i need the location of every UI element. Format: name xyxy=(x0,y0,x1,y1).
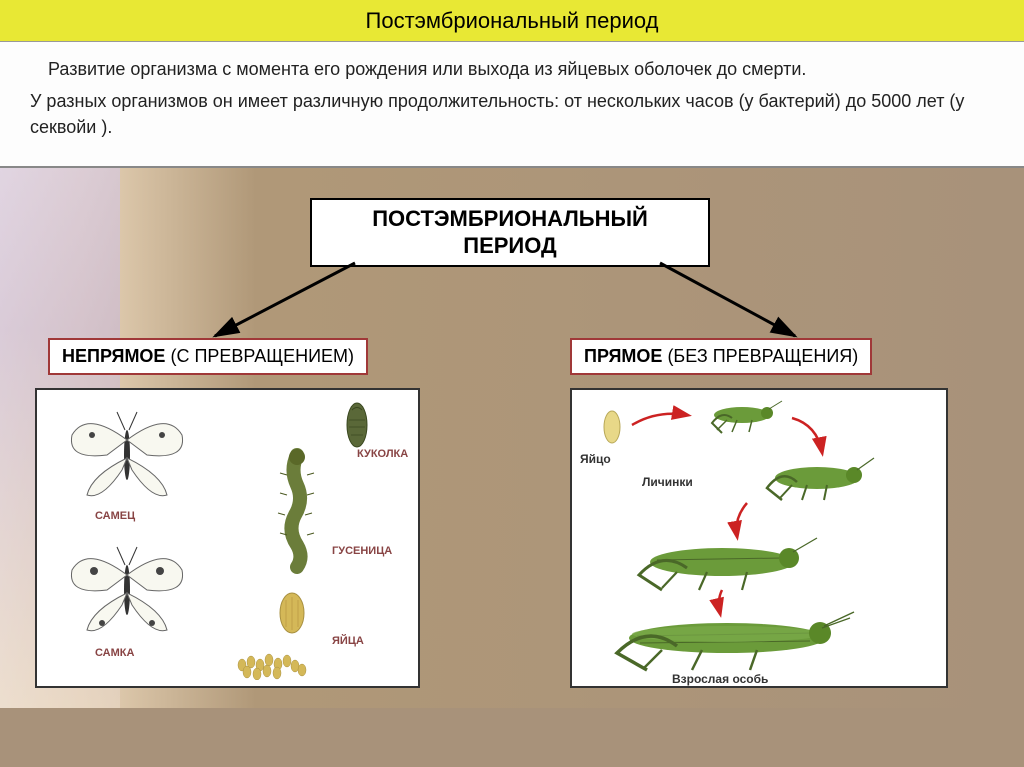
right-illustration-frame: Яйцо Лич xyxy=(570,388,948,688)
branch-left-bold: НЕПРЯМОЕ xyxy=(62,346,170,366)
butterfly-lifecycle: САМЕЦ САМКА КУКОЛКА xyxy=(37,390,418,686)
description-panel: Развитие организма с момента его рождени… xyxy=(0,42,1024,168)
red-arrow-1 xyxy=(627,405,697,435)
caterpillar-icon xyxy=(262,445,332,575)
label-eggs: ЯЙЦА xyxy=(332,635,364,647)
grasshopper-nymph-2 xyxy=(752,450,882,505)
gh-label-adult: Взрослая особь xyxy=(672,672,768,686)
grasshopper-lifecycle: Яйцо Лич xyxy=(572,390,946,686)
branch-right-node: ПРЯМОЕ (БЕЗ ПРЕВРАЩЕНИЯ) xyxy=(570,338,872,375)
branch-left-rest: (С ПРЕВРАЩЕНИЕМ) xyxy=(170,346,354,366)
branch-right-bold: ПРЯМОЕ xyxy=(584,346,667,366)
gh-label-larvae: Личинки xyxy=(642,475,693,489)
diagram-container: ПОСТЭМБРИОНАЛЬНЫЙ ПЕРИОД НЕПРЯМОЕ (С ПРЕ… xyxy=(0,168,1024,708)
arrow-right xyxy=(640,258,820,348)
label-female: САМКА xyxy=(95,647,134,659)
eggs-cluster-icon xyxy=(227,640,317,680)
description-para-2: У разных организмов он имеет различную п… xyxy=(30,88,1006,140)
label-pupa: КУКОЛКА xyxy=(357,448,408,460)
gh-egg-icon xyxy=(597,405,627,450)
label-male: САМЕЦ xyxy=(95,510,135,522)
arrow-left xyxy=(200,258,380,348)
label-caterpillar: ГУСЕНИЦА xyxy=(332,545,392,557)
page-title: Постэмбриональный период xyxy=(366,8,659,34)
center-line-1: ПОСТЭМБРИОНАЛЬНЫЙ xyxy=(322,206,698,232)
gh-label-egg: Яйцо xyxy=(580,452,611,466)
branch-right-rest: (БЕЗ ПРЕВРАЩЕНИЯ) xyxy=(667,346,858,366)
center-line-2: ПЕРИОД xyxy=(322,233,698,259)
butterfly-female xyxy=(52,535,202,645)
grasshopper-adult xyxy=(592,608,862,673)
pupa-icon xyxy=(327,395,387,455)
center-node: ПОСТЭМБРИОНАЛЬНЫЙ ПЕРИОД xyxy=(310,198,710,267)
title-header: Постэмбриональный период xyxy=(0,0,1024,42)
egg-single-icon xyxy=(272,585,312,640)
left-illustration-frame: САМЕЦ САМКА КУКОЛКА xyxy=(35,388,420,688)
description-para-1: Развитие организма с момента его рождени… xyxy=(30,56,1006,82)
grasshopper-nymph-1 xyxy=(697,395,787,435)
butterfly-male xyxy=(52,400,202,510)
branch-left-node: НЕПРЯМОЕ (С ПРЕВРАЩЕНИЕМ) xyxy=(48,338,368,375)
